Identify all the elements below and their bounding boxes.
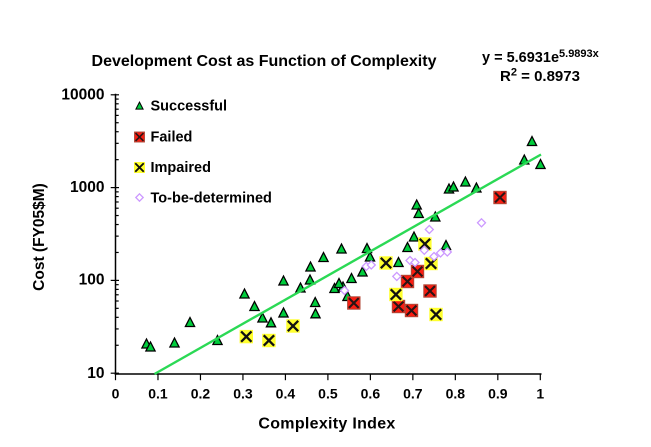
svg-text:R2 = 0.8973: R2 = 0.8973 [500, 67, 580, 86]
svg-text:Complexity Index: Complexity Index [258, 416, 395, 433]
svg-text:1000: 1000 [70, 179, 104, 196]
svg-text:Development Cost as Function o: Development Cost as Function of Complexi… [92, 53, 437, 70]
svg-text:10000: 10000 [61, 87, 104, 104]
svg-text:0.9: 0.9 [488, 386, 508, 402]
svg-text:0: 0 [112, 386, 120, 402]
svg-text:Successful: Successful [151, 99, 228, 115]
svg-text:Impaired: Impaired [151, 160, 211, 176]
svg-text:0.6: 0.6 [361, 386, 381, 402]
svg-text:1: 1 [536, 386, 544, 402]
svg-text:Cost (FY05$M): Cost (FY05$M) [31, 183, 48, 291]
svg-text:10: 10 [87, 365, 104, 382]
svg-text:0.3: 0.3 [233, 386, 253, 402]
svg-text:0.7: 0.7 [403, 386, 423, 402]
svg-text:0.4: 0.4 [276, 386, 296, 402]
svg-text:0.1: 0.1 [148, 386, 168, 402]
svg-text:To-be-determined: To-be-determined [151, 191, 272, 207]
svg-text:Failed: Failed [151, 130, 193, 146]
svg-text:100: 100 [79, 272, 105, 289]
svg-text:0.2: 0.2 [191, 386, 211, 402]
svg-text:0.5: 0.5 [318, 386, 338, 402]
svg-text:0.8: 0.8 [446, 386, 466, 402]
